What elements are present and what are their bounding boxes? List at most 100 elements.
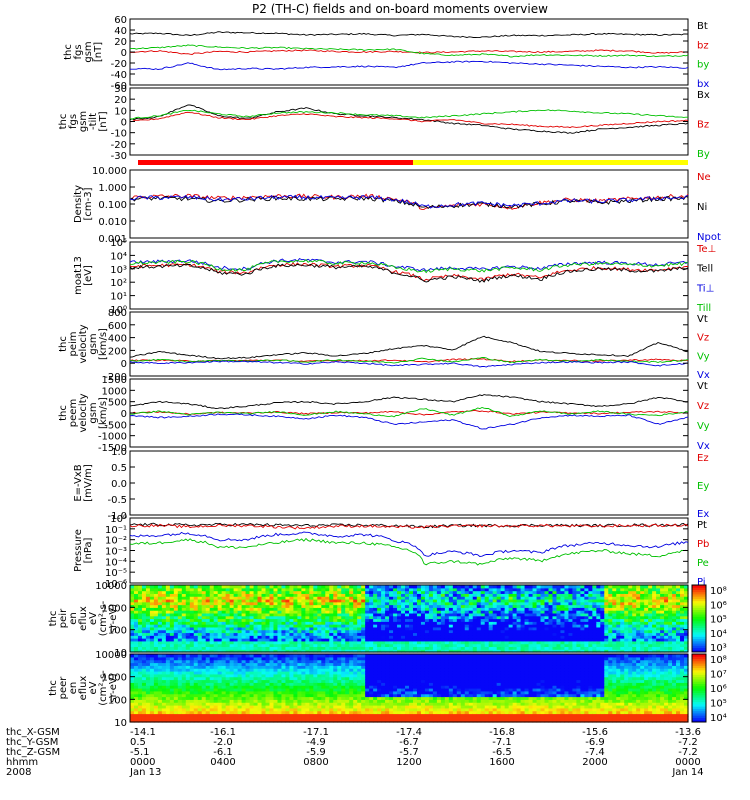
spectrogram-cell	[377, 618, 382, 622]
spectrogram-cell	[265, 702, 271, 706]
spectrogram-cell	[137, 646, 143, 650]
spectrogram-cell	[141, 656, 147, 661]
spectrogram-cell	[516, 593, 522, 597]
spectrogram-cell	[177, 702, 183, 706]
spectrogram-cell	[648, 607, 653, 611]
spectrogram-cell	[321, 601, 326, 606]
spectrogram-cell	[405, 612, 410, 617]
spectrogram-cell	[556, 596, 562, 600]
spectrogram-cell	[684, 646, 689, 650]
spectrogram-cell	[600, 640, 605, 645]
spectrogram-cell	[185, 693, 191, 698]
panel-frame	[129, 87, 689, 156]
spectrogram-cell	[261, 671, 267, 675]
spectrogram-cell	[141, 713, 147, 717]
spectrogram-cell	[668, 624, 673, 628]
spectrogram-cell	[580, 610, 585, 614]
spectrogram-cell	[201, 604, 207, 608]
colorbar-tick-label: 10⁶	[710, 600, 727, 611]
spectrogram-cell	[249, 656, 255, 661]
spectrogram-cell	[157, 643, 163, 648]
spectrogram-cell	[137, 673, 143, 678]
spectrogram-cell	[253, 610, 259, 614]
spectrogram-cell	[484, 632, 490, 636]
spectrogram-cell	[153, 665, 159, 669]
spectrogram-cell	[432, 615, 438, 620]
spectrogram-cell	[321, 662, 326, 666]
spectrogram-cell	[133, 690, 139, 695]
spectrogram-cell	[133, 629, 139, 634]
spectrogram-cell	[237, 671, 243, 675]
spectrogram-cell	[197, 607, 203, 611]
spectrogram-cell	[329, 685, 334, 689]
spectrogram-cell	[265, 654, 271, 658]
spectrogram-cell	[576, 640, 581, 645]
spectrogram-cell	[245, 705, 251, 709]
spectrogram-cell	[672, 601, 677, 606]
spectrogram-cell	[333, 668, 338, 672]
spectrogram-cell	[205, 716, 211, 720]
spectrogram-cell	[648, 626, 653, 631]
spectrogram-cell	[285, 621, 291, 625]
spectrogram-cell	[592, 612, 597, 617]
spectrogram-cell	[173, 610, 179, 614]
spectrogram-cell	[480, 598, 486, 603]
spectrogram-cell	[165, 646, 171, 650]
spectrogram-cell	[265, 716, 271, 720]
series-line	[129, 523, 689, 530]
spectrogram-cell	[181, 607, 187, 611]
spectrogram-cell	[365, 629, 370, 634]
spectrogram-cell	[173, 618, 179, 622]
spectrogram-cell	[309, 719, 314, 723]
spectrogram-cell	[604, 601, 609, 606]
spectrogram-cell	[496, 598, 502, 603]
spectrogram-cell	[273, 593, 279, 597]
spectrogram-cell	[528, 640, 534, 645]
spectrogram-cell	[333, 654, 338, 658]
spectrogram-cell	[412, 638, 418, 642]
spectrogram-cell	[173, 590, 179, 594]
spectrogram-cell	[361, 649, 366, 653]
spectrogram-cell	[373, 640, 378, 645]
spectrogram-cell	[556, 612, 562, 617]
spectrogram-cell	[432, 629, 438, 634]
spectrogram-cell	[189, 654, 195, 658]
y-axis-label-line: thc	[58, 114, 69, 130]
legend-entry: Vt	[697, 314, 708, 325]
spectrogram-cell	[480, 593, 486, 597]
spectrogram-cell	[197, 665, 203, 669]
spectrogram-cell	[401, 640, 406, 645]
spectrogram-cell	[261, 654, 267, 658]
spectrogram-cell	[672, 629, 677, 634]
spectrogram-cell	[520, 615, 526, 620]
spectrogram-cell	[169, 654, 175, 658]
spectrogram-cell	[145, 612, 151, 617]
spectrogram-cell	[301, 710, 306, 715]
spectrogram-cell	[660, 596, 665, 600]
spectrogram-cell	[253, 590, 259, 594]
spectrogram-cell	[305, 607, 310, 611]
spectrogram-cell	[285, 682, 291, 686]
spectrogram-cell	[221, 662, 227, 666]
spectrogram-cell	[664, 612, 669, 617]
spectrogram-cell	[301, 643, 306, 648]
spectrogram-cell	[608, 607, 613, 611]
spectrogram-cell	[261, 635, 267, 639]
spectrogram-cell	[652, 624, 657, 628]
spectrogram-cell	[197, 638, 203, 642]
spectrogram-cell	[169, 612, 175, 617]
spectrogram-cell	[341, 654, 346, 658]
spectrogram-cell	[237, 676, 243, 681]
spectrogram-cell	[217, 696, 223, 700]
spectrogram-cell	[209, 665, 215, 669]
spectrogram-cell	[620, 640, 625, 645]
spectrogram-cell	[397, 621, 402, 625]
spectrogram-cell	[189, 685, 195, 689]
spectrogram-cell	[440, 643, 446, 648]
spectrogram-cell	[389, 587, 394, 592]
spectrogram-cell	[297, 646, 302, 650]
spectrogram-cell	[229, 643, 235, 648]
spectrogram-cell	[556, 604, 562, 608]
spectrogram-cell	[464, 643, 470, 648]
spectrogram-cell	[157, 598, 163, 603]
